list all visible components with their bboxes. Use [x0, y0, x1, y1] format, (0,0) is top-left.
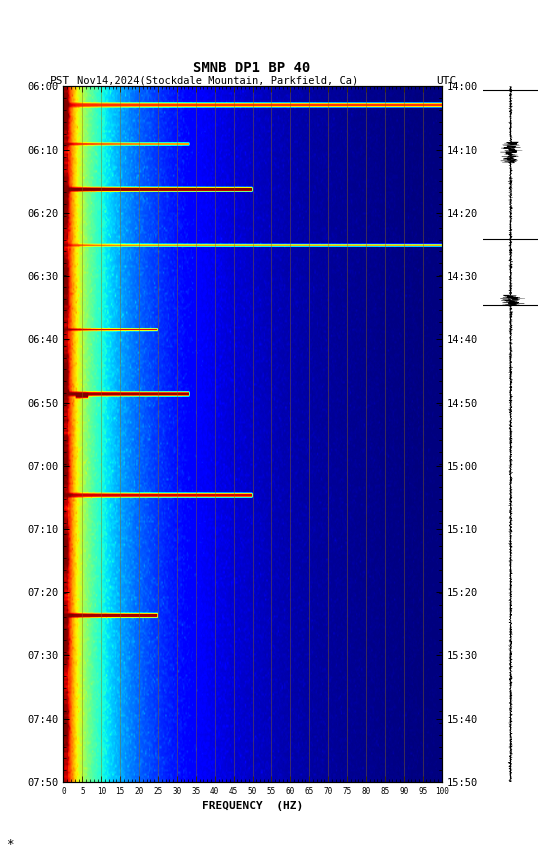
Text: SMNB DP1 BP 40: SMNB DP1 BP 40 — [193, 60, 310, 75]
Text: Nov14,2024(Stockdale Mountain, Parkfield, Ca): Nov14,2024(Stockdale Mountain, Parkfield… — [77, 75, 359, 86]
Text: PST: PST — [50, 75, 70, 86]
Text: *: * — [6, 838, 13, 851]
Text: UTC: UTC — [436, 75, 457, 86]
X-axis label: FREQUENCY  (HZ): FREQUENCY (HZ) — [202, 801, 303, 811]
